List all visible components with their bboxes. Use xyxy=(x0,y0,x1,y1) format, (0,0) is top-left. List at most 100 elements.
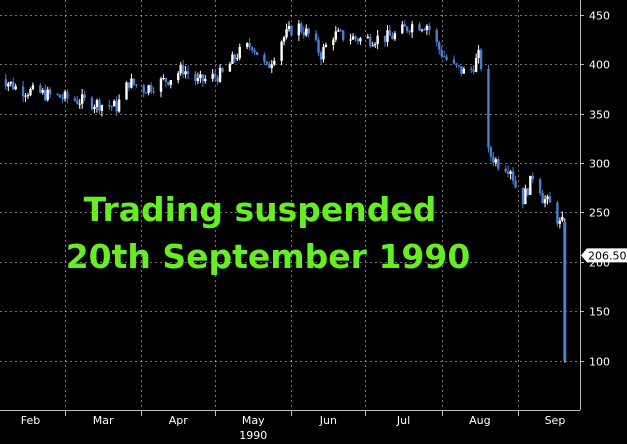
candle-body xyxy=(228,63,232,72)
candle-body xyxy=(506,171,510,174)
candle-body xyxy=(511,171,515,181)
candle-body xyxy=(314,33,318,41)
candle-body xyxy=(322,47,325,60)
candle-body xyxy=(386,30,389,42)
candle-body xyxy=(477,49,480,58)
candle-body xyxy=(93,106,96,110)
candle-body xyxy=(359,38,362,42)
candle-body xyxy=(462,68,466,74)
x-tick-label: Apr xyxy=(169,414,189,427)
candle-body xyxy=(159,78,163,92)
candle-body xyxy=(371,45,374,47)
annotation-line-1: Trading suspended xyxy=(84,190,437,229)
final-drop-candle xyxy=(563,222,567,361)
candle-body xyxy=(460,66,463,74)
candle-body xyxy=(546,196,549,200)
y-tick-label: 150 xyxy=(589,306,610,319)
candle-body xyxy=(135,84,138,86)
candle-body xyxy=(29,89,32,96)
candle-body xyxy=(332,39,335,45)
candle-body xyxy=(356,38,360,42)
candle-body xyxy=(248,43,251,48)
candle-body xyxy=(558,220,562,224)
candle-body xyxy=(164,78,168,82)
candle-body xyxy=(521,187,525,205)
candle-body xyxy=(95,100,99,107)
candle-body xyxy=(76,100,79,104)
candle-body xyxy=(216,77,219,82)
annotation: Trading suspended 20th September 1990 xyxy=(66,190,471,276)
candle-body xyxy=(78,103,81,105)
candle-body xyxy=(351,36,355,40)
candle-body xyxy=(457,65,461,67)
candle-body xyxy=(142,85,145,93)
candle-body xyxy=(319,52,323,60)
candle-body xyxy=(408,31,411,33)
last-price-tag: 206.50 xyxy=(581,248,627,263)
x-tick-label: Jul xyxy=(396,414,410,427)
last-price-label: 206.50 xyxy=(588,249,627,262)
candle-body xyxy=(423,29,426,31)
candle-body xyxy=(492,156,495,163)
candle-body xyxy=(110,106,113,108)
candle-body xyxy=(12,81,15,90)
candle-body xyxy=(366,36,370,39)
candle-body xyxy=(541,192,544,204)
candle-body xyxy=(470,68,473,70)
candle-body xyxy=(442,56,446,58)
candle-body xyxy=(98,100,101,111)
candle-body xyxy=(112,100,116,107)
candle-body xyxy=(194,74,197,82)
y-tick-label: 100 xyxy=(589,356,610,369)
candle-body xyxy=(167,81,170,85)
candle-body xyxy=(127,82,131,88)
y-tick-label: 350 xyxy=(589,109,610,122)
candle-body xyxy=(21,86,25,97)
candle-body xyxy=(489,147,493,157)
candle-body xyxy=(169,80,173,85)
candle-body xyxy=(307,28,310,34)
candle-body xyxy=(186,71,190,75)
x-tick-label: May xyxy=(242,414,265,427)
candle-body xyxy=(435,30,438,43)
candle-body xyxy=(73,98,76,101)
candle-body xyxy=(305,28,308,36)
candle-body xyxy=(282,37,286,42)
candle-body xyxy=(100,105,104,111)
candle-body xyxy=(90,97,94,110)
candle-body xyxy=(405,26,409,32)
candle-body xyxy=(48,89,52,94)
candle-body xyxy=(388,30,392,36)
candle-body xyxy=(204,78,207,82)
candle-body xyxy=(285,29,288,38)
candle-body xyxy=(428,25,431,31)
candle-body xyxy=(337,30,340,32)
y-tick-label: 300 xyxy=(589,158,610,171)
candle-body xyxy=(341,30,345,40)
y-tick-label: 250 xyxy=(589,207,610,220)
axes xyxy=(0,0,584,416)
candle-body xyxy=(231,54,234,64)
candle-body xyxy=(14,86,17,90)
candle-body xyxy=(184,71,187,75)
candle-body xyxy=(63,91,67,99)
candle-body xyxy=(290,25,293,36)
candle-body xyxy=(83,94,86,98)
candle-body xyxy=(213,73,217,78)
candle-body xyxy=(376,35,379,44)
candle-body xyxy=(300,23,303,32)
candle-body xyxy=(263,55,266,62)
candle-body xyxy=(125,82,128,100)
candle-body xyxy=(58,94,62,98)
candle-body xyxy=(514,180,517,188)
candle-body xyxy=(349,39,352,41)
candle-body xyxy=(561,216,564,221)
candle-body xyxy=(273,60,276,65)
candle-body xyxy=(410,24,414,33)
x-tick-label: Jun xyxy=(319,414,337,427)
candle-body xyxy=(302,31,305,36)
candle-body xyxy=(504,168,507,172)
candle-body xyxy=(526,188,530,195)
candle-body xyxy=(403,24,406,27)
